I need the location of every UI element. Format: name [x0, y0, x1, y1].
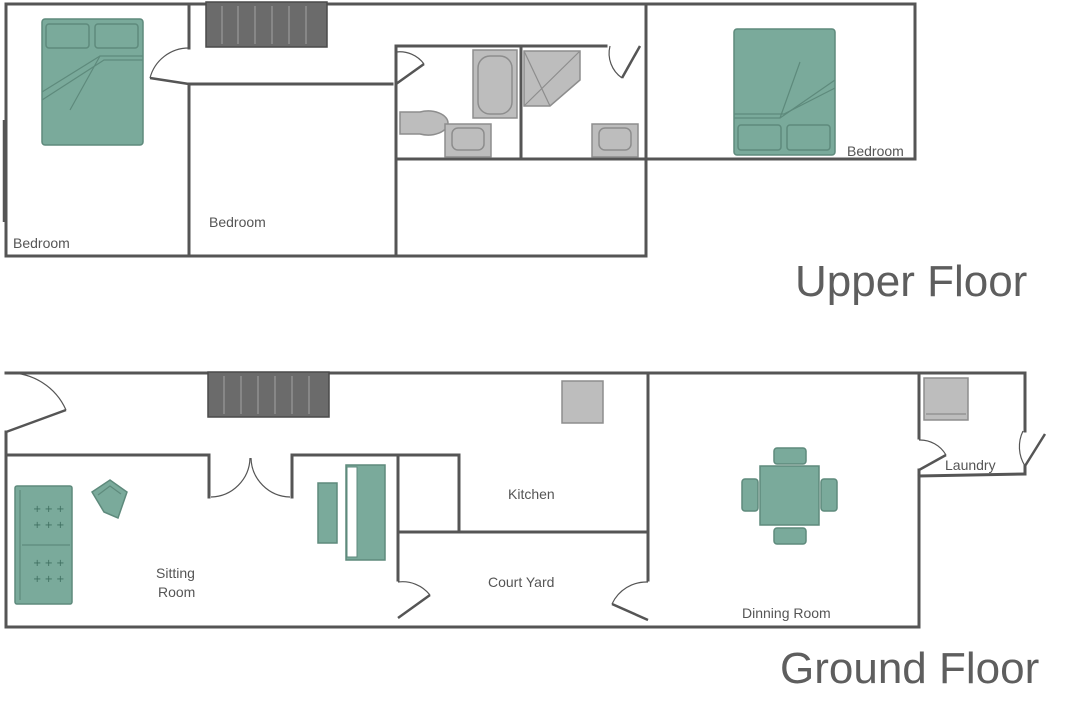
upper-floor: Bedroom Bedroom Bedroom Upper Floor [2, 1, 1027, 306]
bathroom-fixtures [399, 49, 639, 158]
door-front [5, 372, 67, 434]
coffee-table-icon [317, 482, 338, 544]
pillow-icon [94, 23, 139, 49]
room-label-bedroom-left: Bedroom [13, 235, 70, 251]
washer-icon [923, 377, 969, 421]
room-label-court-yard: Court Yard [488, 574, 554, 590]
upper-floor-title: Upper Floor [795, 257, 1027, 306]
room-label-laundry: Laundry [945, 457, 996, 473]
upper-walls [4, 2, 917, 258]
door-court-yard [397, 581, 431, 620]
tv-unit-icon [345, 464, 386, 561]
svg-text:+ + +: + + + [33, 574, 65, 585]
armchair-icon [90, 479, 128, 520]
door-sitting-double [210, 457, 291, 498]
room-label-kitchen: Kitchen [508, 486, 555, 502]
bed-right [733, 28, 836, 156]
pillow-icon [737, 124, 782, 151]
room-label-dinning-room: Dinning Room [742, 605, 831, 621]
ground-floor: + + + + + + + + + + + + Sitting Room Kit… [4, 371, 1047, 693]
toilet-icon [399, 110, 449, 136]
ground-stairs [207, 371, 330, 418]
room-label-sitting-line1: Sitting [156, 565, 195, 581]
ground-walls [4, 371, 1027, 629]
door-laundry-inner [918, 439, 947, 472]
dining-table-icon [741, 447, 838, 545]
svg-text:+ + +: + + + [33, 504, 65, 515]
room-label-sitting-line2: Room [158, 584, 195, 600]
door-ensuite [608, 45, 642, 79]
svg-text:+ + +: + + + [33, 520, 65, 531]
door-laundry-outer [1018, 430, 1047, 467]
bed-left [41, 18, 144, 146]
pillow-icon [45, 23, 90, 49]
ground-doors [5, 372, 1047, 622]
door-bedroom-left [149, 47, 190, 86]
upper-stairs [205, 1, 328, 48]
door-dinning [611, 581, 649, 622]
room-label-bedroom-middle: Bedroom [209, 214, 266, 230]
sofa-icon: + + + + + + + + + + + + [14, 485, 73, 605]
room-label-bedroom-right: Bedroom [847, 143, 904, 159]
svg-text:+ + +: + + + [33, 558, 65, 569]
kitchen-appliance-icon [561, 380, 604, 424]
ground-floor-title: Ground Floor [780, 644, 1039, 693]
upper-doors [2, 45, 642, 222]
pillow-icon [786, 124, 831, 151]
door-bath [395, 51, 425, 86]
